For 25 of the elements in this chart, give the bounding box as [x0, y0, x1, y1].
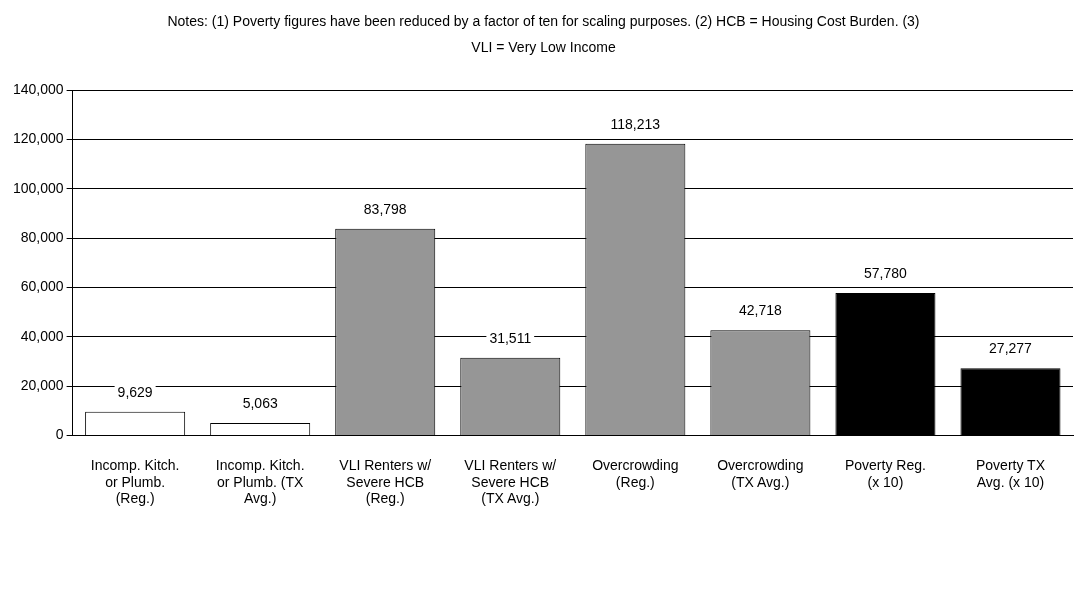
- data-label: 57,780: [864, 264, 908, 281]
- y-tick-label: 60,000: [20, 278, 64, 295]
- y-tick-label: 20,000: [20, 377, 64, 394]
- y-tick-label: 80,000: [20, 228, 64, 245]
- text: Notes: (1) Poverty figures have been reduced by a factor of ten for scaling purposes. (2) HCB = Housing Cost Burden. (3) VLI = Very Low Income: [166, 12, 921, 57]
- x-tick-label: Poverty Reg. (x 10): [844, 456, 926, 490]
- x-tick-label: Poverty TX Avg. (x 10): [975, 456, 1046, 490]
- y-tick-label: 0: [55, 426, 64, 443]
- data-label: 83,798: [363, 200, 407, 217]
- y-tick-label: 140,000: [13, 80, 64, 97]
- data-label: 9,629: [117, 383, 153, 400]
- data-label: 5,063: [242, 394, 278, 411]
- y-tick-label: 100,000: [13, 179, 64, 196]
- data-label: 31,511: [489, 329, 532, 346]
- x-tick-label: VLI Renters w/ Severe HCB (TX Avg.): [464, 456, 557, 507]
- data-label: 42,718: [738, 302, 782, 319]
- data-label: 27,277: [989, 340, 1033, 357]
- x-tick-label: Incomp. Kitch. or Plumb. (Reg.): [90, 456, 180, 507]
- x-tick-label: Overcrowding (Reg.): [592, 456, 679, 490]
- x-tick-label: VLI Renters w/ Severe HCB (Reg.): [339, 456, 432, 507]
- y-tick-label: 120,000: [13, 130, 64, 147]
- data-label: 118,213: [610, 115, 661, 132]
- y-tick-label: 40,000: [20, 327, 64, 344]
- x-tick-label: Overcrowding (TX Avg.): [717, 456, 804, 490]
- x-tick-label: Incomp. Kitch. or Plumb. (TX Avg.): [215, 456, 305, 507]
